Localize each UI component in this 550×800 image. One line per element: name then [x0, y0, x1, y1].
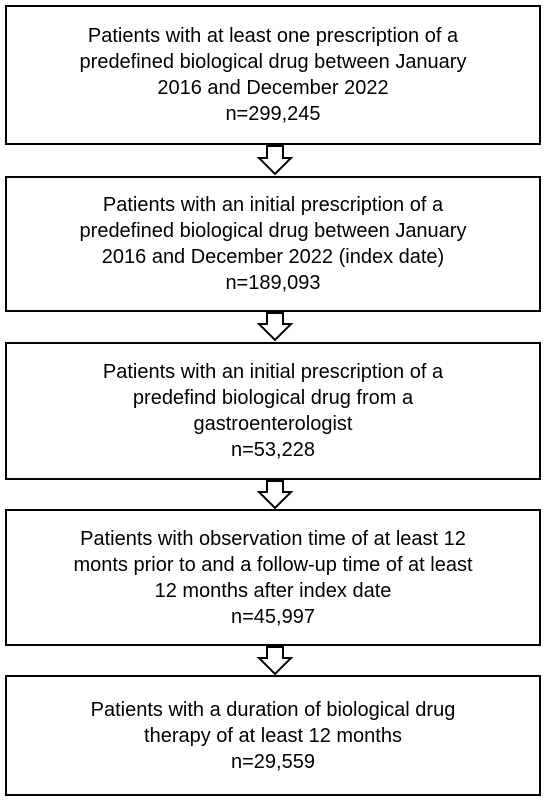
- box-text: predefined biological drug between Janua…: [79, 51, 467, 73]
- box-text: predefined biological drug between Janua…: [79, 220, 467, 242]
- box-count: n=45,997: [231, 605, 315, 628]
- arrow: [256, 145, 294, 176]
- box-count: n=189,093: [225, 272, 321, 294]
- box-text: therapy of at least 12 months: [144, 724, 402, 747]
- arrow: [256, 480, 294, 510]
- box-text: 2016 and December 2022: [157, 77, 389, 99]
- box-text: Patients with a duration of biological d…: [90, 698, 456, 721]
- box-text: 12 months after index date: [154, 579, 392, 602]
- box-text: Patients with at least one prescription …: [87, 25, 459, 47]
- arrow: [256, 646, 294, 676]
- flow-box: Patients with a duration of biological d…: [5, 675, 541, 796]
- flow-box: Patients with at least one prescription …: [5, 5, 541, 145]
- box-text: Patients with an initial prescription of…: [102, 194, 444, 216]
- box-text: predefind biological drug from a: [132, 387, 414, 409]
- box-text: Patients with an initial prescription of…: [102, 361, 444, 383]
- flow-box: Patients with an initial prescription of…: [5, 176, 541, 312]
- box-text: 2016 and December 2022 (index date): [101, 246, 445, 268]
- flow-box: Patients with observation time of at lea…: [5, 509, 541, 646]
- flow-box: Patients with an initial prescription of…: [5, 342, 541, 480]
- arrow: [256, 312, 294, 342]
- box-text: gastroenterologist: [193, 413, 353, 435]
- box-count: n=29,559: [231, 750, 315, 773]
- box-text: monts prior to and a follow-up time of a…: [73, 553, 473, 576]
- box-count: n=299,245: [225, 103, 321, 125]
- box-count: n=53,228: [231, 439, 315, 461]
- box-text: Patients with observation time of at lea…: [80, 527, 466, 550]
